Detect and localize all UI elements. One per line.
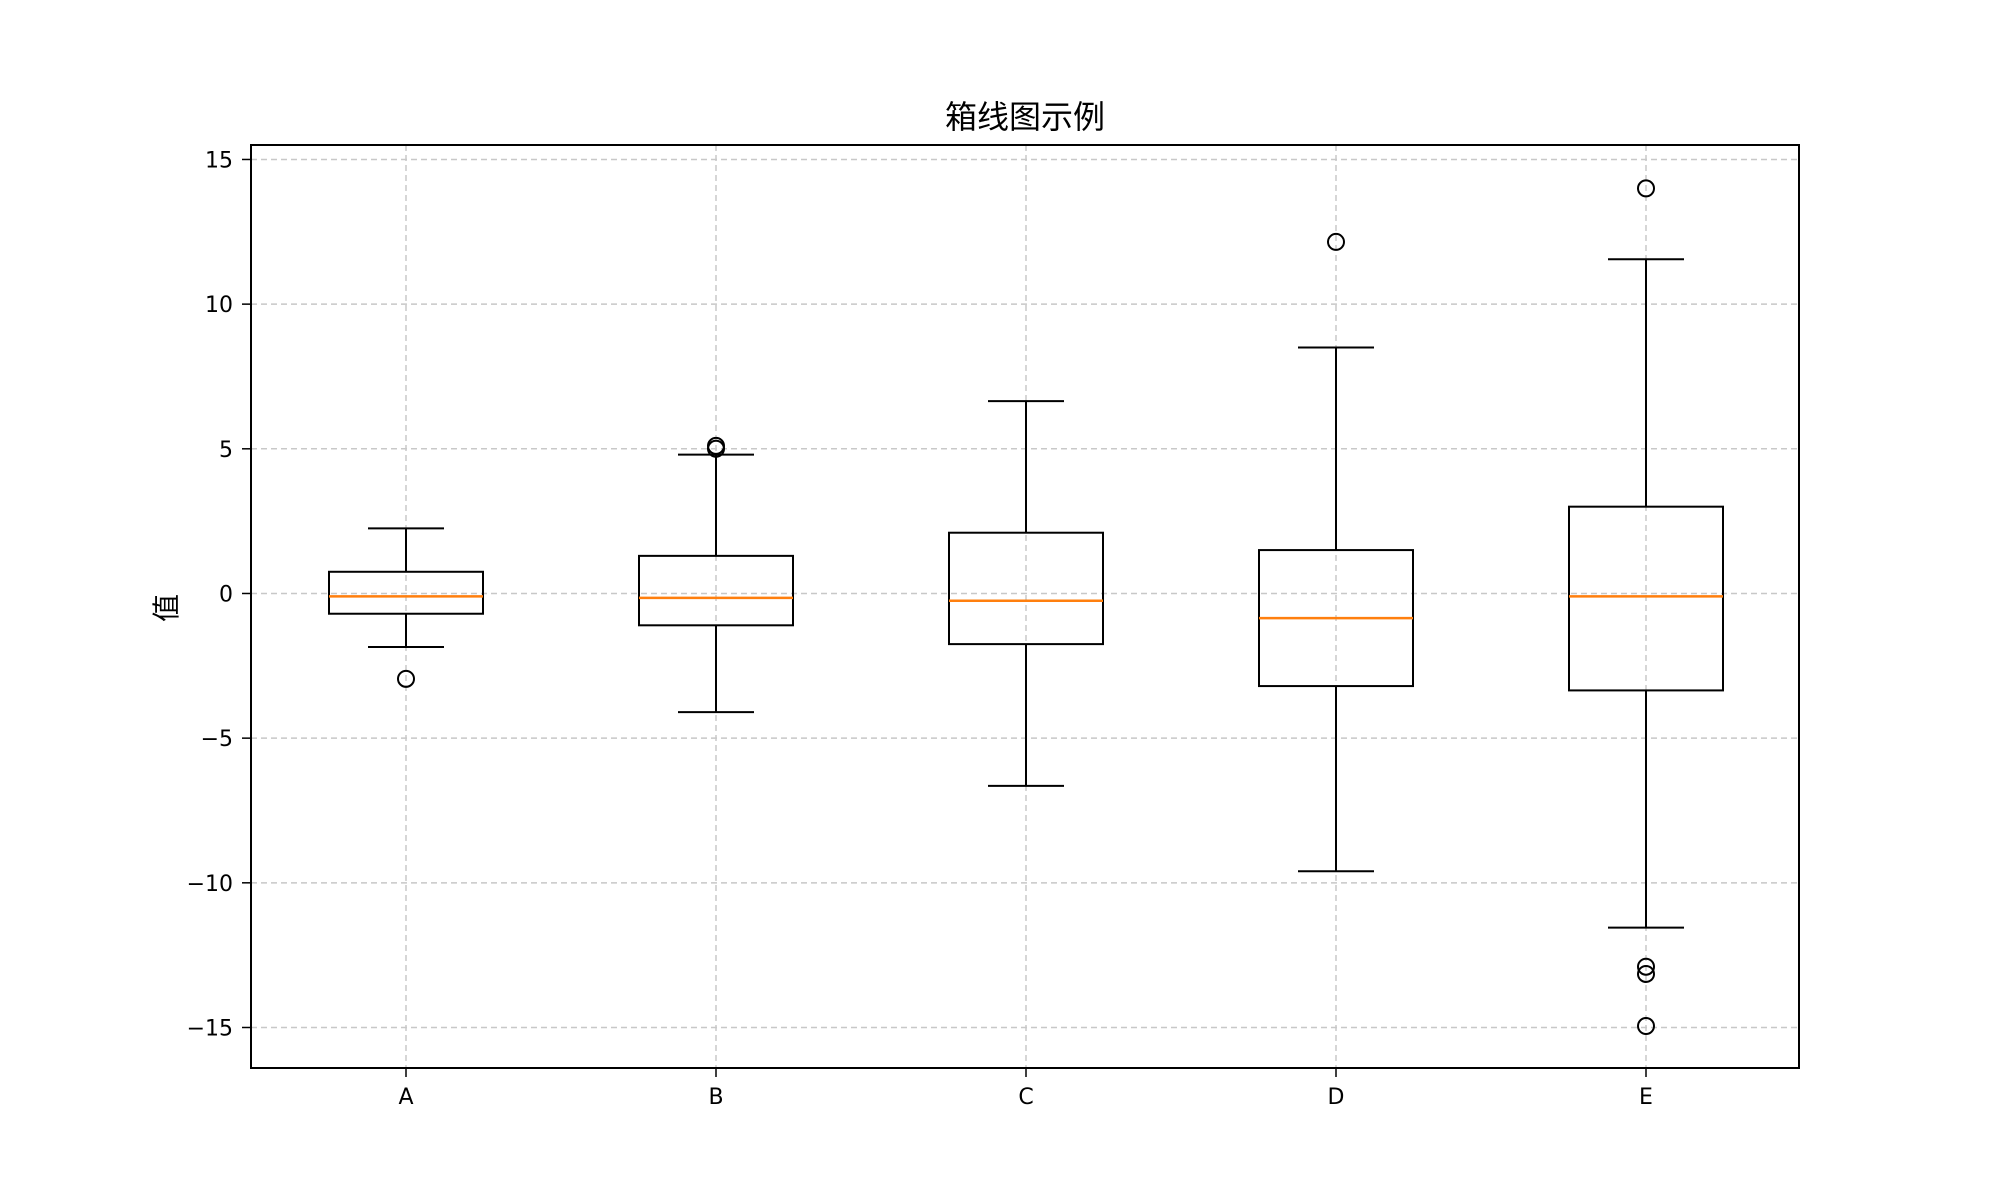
outlier-point (1637, 1017, 1655, 1036)
chart-title: 箱线图示例 (945, 98, 1105, 136)
y-axis-label: 值 (150, 594, 183, 622)
x-tick-label: B (708, 1085, 723, 1110)
outlier-point (707, 436, 725, 455)
outlier-point (1327, 232, 1345, 251)
outlier-point (1637, 957, 1655, 976)
x-tick-label: D (1328, 1085, 1345, 1110)
outlier-point (1637, 179, 1655, 198)
outlier-point (397, 669, 415, 688)
y-tick-label: 15 (205, 148, 233, 173)
axes-frame (250, 144, 1800, 1069)
iqr-box (328, 570, 484, 615)
x-tick-label: C (1018, 1085, 1033, 1110)
box-A (328, 527, 484, 688)
grid-layer (251, 145, 1799, 1068)
box-C (948, 400, 1104, 787)
tick-layer: −15 −10 −5 0 5 10 15 A B C D E (187, 148, 1653, 1110)
y-tick-label: 0 (219, 582, 233, 607)
box-B (638, 436, 794, 714)
y-tick-label: −15 (187, 1016, 233, 1041)
box-E (1568, 179, 1724, 1036)
y-tick-label: 10 (205, 293, 233, 318)
iqr-box (948, 531, 1104, 646)
iqr-box (1568, 505, 1724, 692)
x-tick-label: E (1639, 1085, 1653, 1110)
x-tick-label: A (398, 1085, 413, 1110)
iqr-box (638, 554, 794, 627)
y-tick-label: −5 (201, 727, 233, 752)
outlier-point (1637, 964, 1655, 983)
y-tick-label: −10 (187, 872, 233, 897)
box-layer (328, 179, 1724, 1036)
y-tick-label: 5 (219, 438, 233, 463)
box-D (1258, 232, 1414, 873)
